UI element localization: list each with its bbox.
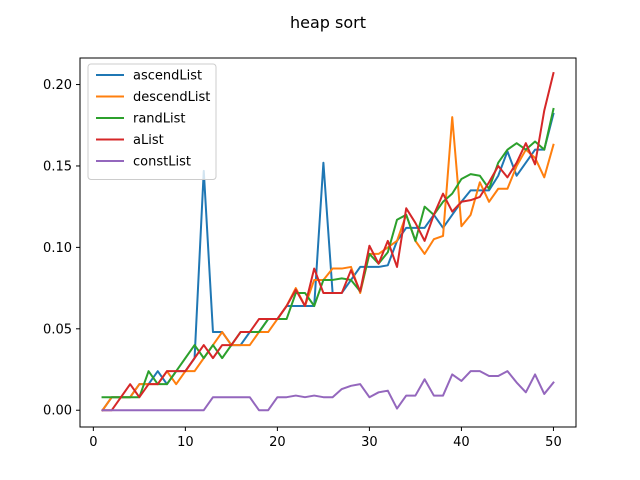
y-tick-label: 0.20 [43, 78, 72, 93]
x-tick-label: 50 [545, 435, 562, 450]
y-tick-label: 0.10 [43, 241, 72, 256]
legend-label-descendList: descendList [133, 90, 210, 105]
series-line-aList [101, 71, 555, 412]
x-tick-label: 40 [453, 435, 470, 450]
legend: ascendList descendList randList aList constL… [87, 63, 217, 180]
y-tick-label: 0.05 [43, 322, 72, 337]
legend-label-ascendList: ascendList [133, 69, 202, 84]
series-line-constList [101, 370, 555, 412]
series-line-descendList [101, 116, 555, 412]
x-tick-label: 10 [177, 435, 194, 450]
x-tick-label: 20 [269, 435, 286, 450]
chart-title: heap sort [290, 13, 366, 32]
axes-frame [79, 57, 577, 428]
x-tick-label: 0 [89, 435, 97, 450]
series-line-randList [101, 107, 555, 399]
y-tick-label: 0.00 [43, 404, 72, 419]
x-tick-label: 30 [361, 435, 378, 450]
y-tick-label: 0.15 [43, 159, 72, 174]
axes-layer: 0 10 20 30 40 50 0.00 0.05 0.10 0.15 0.20 [43, 57, 577, 450]
legend-label-constList: constList [133, 155, 191, 170]
legend-label-randList: randList [133, 112, 186, 127]
series-layer [101, 71, 555, 412]
legend-box [87, 63, 217, 180]
legend-label-aList: aList [133, 133, 164, 148]
